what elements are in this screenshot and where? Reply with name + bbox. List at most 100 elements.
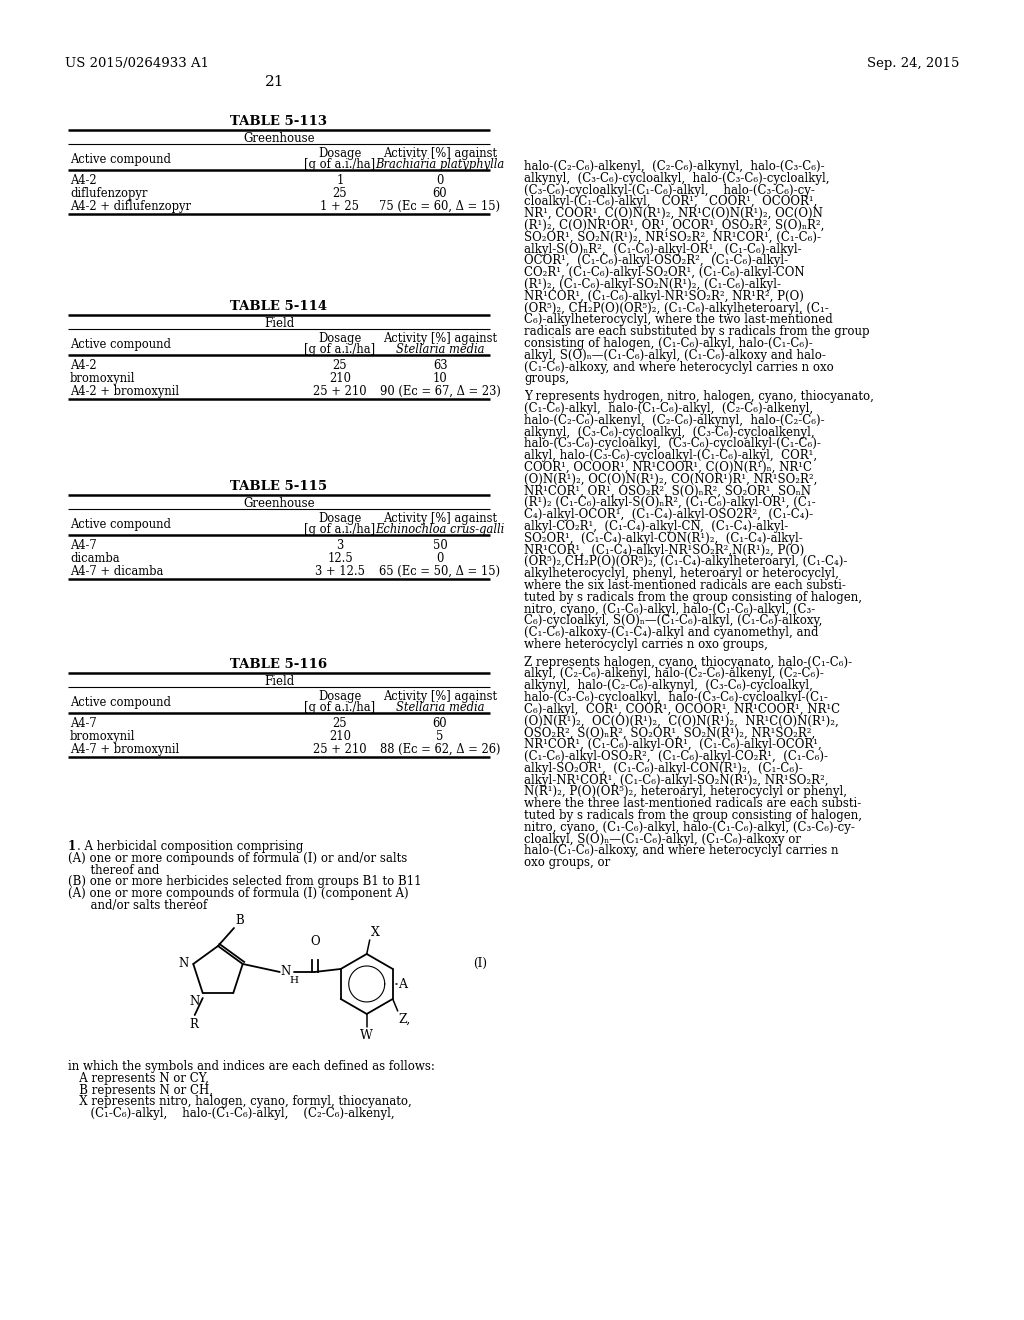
Text: alkyl-NR¹COR¹, (C₁-C₆)-alkyl-SO₂N(R¹)₂, NR¹SO₂R²,: alkyl-NR¹COR¹, (C₁-C₆)-alkyl-SO₂N(R¹)₂, … [524,774,828,787]
Text: Z,: Z, [398,1012,411,1026]
Text: 65 (Eᴄ = 50, Δ = 15): 65 (Eᴄ = 50, Δ = 15) [380,565,501,578]
Text: A4-7: A4-7 [70,539,96,552]
Text: Activity [%] against: Activity [%] against [383,512,497,525]
Text: 75 (Eᴄ = 60, Δ = 15): 75 (Eᴄ = 60, Δ = 15) [380,201,501,213]
Text: alkylheterocyclyl, phenyl, heteroaryl or heterocyclyl,: alkylheterocyclyl, phenyl, heteroaryl or… [524,568,839,579]
Text: TABLE 5-113: TABLE 5-113 [230,115,328,128]
Text: Dosage: Dosage [318,333,361,345]
Text: alkynyl,  halo-(C₂-C₆)-alkynyl,  (C₃-C₆)-cycloalkyl,: alkynyl, halo-(C₂-C₆)-alkynyl, (C₃-C₆)-c… [524,680,813,692]
Text: nitro, cyano, (C₁-C₆)-alkyl, halo-(C₁-C₆)-alkyl, (C₃-C₆)-cy-: nitro, cyano, (C₁-C₆)-alkyl, halo-(C₁-C₆… [524,821,855,834]
Text: [g of a.i./ha]: [g of a.i./ha] [304,523,376,536]
Text: bromoxynil: bromoxynil [70,372,135,385]
Text: tuted by s radicals from the group consisting of halogen,: tuted by s radicals from the group consi… [524,591,862,603]
Text: 25 + 210: 25 + 210 [313,743,367,756]
Text: halo-(C₁-C₆)-alkoxy, and where heterocyclyl carries n: halo-(C₁-C₆)-alkoxy, and where heterocyc… [524,845,839,858]
Text: 12.5: 12.5 [327,552,353,565]
Text: CO₂R¹, (C₁-C₆)-alkyl-SO₂OR¹, (C₁-C₆)-alkyl-CON: CO₂R¹, (C₁-C₆)-alkyl-SO₂OR¹, (C₁-C₆)-alk… [524,267,805,280]
Text: 5: 5 [436,730,443,743]
Text: C₄)-alkyl-OCOR¹,  (C₁-C₄)-alkyl-OSO2R²,  (C₁-C₄)-: C₄)-alkyl-OCOR¹, (C₁-C₄)-alkyl-OSO2R², (… [524,508,813,521]
Text: 25: 25 [333,187,347,201]
Text: O: O [310,935,319,948]
Text: 10: 10 [432,372,447,385]
Text: Field: Field [264,675,294,688]
Text: (O)N(R¹)₂,  OC(O)(R¹)₂,  C(O)N(R¹)₂,  NR¹C(O)N(R¹)₂,: (O)N(R¹)₂, OC(O)(R¹)₂, C(O)N(R¹)₂, NR¹C(… [524,714,839,727]
Text: Active compound: Active compound [70,517,171,531]
Text: consisting of halogen, (C₁-C₆)-alkyl, halo-(C₁-C₆)-: consisting of halogen, (C₁-C₆)-alkyl, ha… [524,337,813,350]
Text: Dosage: Dosage [318,147,361,160]
Text: alkyl, (C₂-C₆)-alkenyl, halo-(C₂-C₆)-alkenyl, (C₂-C₆)-: alkyl, (C₂-C₆)-alkenyl, halo-(C₂-C₆)-alk… [524,668,824,680]
Text: (C₁-C₆)-alkoxy-(C₁-C₄)-alkyl and cyanomethyl, and: (C₁-C₆)-alkoxy-(C₁-C₄)-alkyl and cyanome… [524,626,818,639]
Text: TABLE 5-114: TABLE 5-114 [230,300,328,313]
Text: [g of a.i./ha]: [g of a.i./ha] [304,158,376,172]
Text: Greenhouse: Greenhouse [243,498,314,510]
Text: (B) one or more herbicides selected from groups B1 to B11: (B) one or more herbicides selected from… [68,875,422,888]
Text: (I): (I) [473,957,487,969]
Text: A4-2 + bromoxynil: A4-2 + bromoxynil [70,385,179,399]
Text: A represents N or CY,: A represents N or CY, [68,1072,209,1085]
Text: (A) one or more compounds of formula (I) (component A): (A) one or more compounds of formula (I)… [68,887,409,900]
Text: 63: 63 [433,359,447,372]
Text: (C₃-C₆)-cycloalkyl-(C₁-C₆)-alkyl,    halo-(C₃-C₆)-cy-: (C₃-C₆)-cycloalkyl-(C₁-C₆)-alkyl, halo-(… [524,183,815,197]
Text: cloalkyl, S(O)ₙ—(C₁-C₆)-alkyl, (C₁-C₆)-alkoxy or: cloalkyl, S(O)ₙ—(C₁-C₆)-alkyl, (C₁-C₆)-a… [524,833,801,846]
Text: C₆)-cycloalkyl, S(O)ₙ—(C₁-C₆)-alkyl, (C₁-C₆)-alkoxy,: C₆)-cycloalkyl, S(O)ₙ—(C₁-C₆)-alkyl, (C₁… [524,614,822,627]
Text: . A herbicidal composition comprising: . A herbicidal composition comprising [77,840,303,853]
Text: (C₁-C₆)-alkyl-OSO₂R²,  (C₁-C₆)-alkyl-CO₂R¹,  (C₁-C₆)-: (C₁-C₆)-alkyl-OSO₂R², (C₁-C₆)-alkyl-CO₂R… [524,750,828,763]
Text: (A) one or more compounds of formula (I) or and/or salts: (A) one or more compounds of formula (I)… [68,851,408,865]
Text: 60: 60 [433,187,447,201]
Text: NR¹COR¹, (C₁-C₆)-alkyl-OR¹,  (C₁-C₆)-alkyl-OCOR¹,: NR¹COR¹, (C₁-C₆)-alkyl-OR¹, (C₁-C₆)-alky… [524,738,821,751]
Text: halo-(C₂-C₆)-alkenyl,  (C₂-C₆)-alkynyl,  halo-(C₃-C₆)-: halo-(C₂-C₆)-alkenyl, (C₂-C₆)-alkynyl, h… [524,160,824,173]
Text: Stellaria media: Stellaria media [395,343,484,356]
Text: radicals are each substituted by s radicals from the group: radicals are each substituted by s radic… [524,325,869,338]
Text: H: H [290,975,299,985]
Text: COOR¹, OCOOR¹, NR¹COOR¹, C(O)N(R¹)ₙ, NR¹C: COOR¹, OCOOR¹, NR¹COOR¹, C(O)N(R¹)ₙ, NR¹… [524,461,812,474]
Text: (O)N(R¹)₂, OC(O)N(R¹)₂, CO(NOR¹)R¹, NR¹SO₂R²,: (O)N(R¹)₂, OC(O)N(R¹)₂, CO(NOR¹)R¹, NR¹S… [524,473,817,486]
Text: Brachiaria platyphylla: Brachiaria platyphylla [376,158,505,172]
Text: dicamba: dicamba [70,552,120,565]
Text: 50: 50 [432,539,447,552]
Text: 25: 25 [333,359,347,372]
Text: Y represents hydrogen, nitro, halogen, cyano, thiocyanato,: Y represents hydrogen, nitro, halogen, c… [524,391,873,403]
Text: in which the symbols and indices are each defined as follows:: in which the symbols and indices are eac… [68,1060,435,1073]
Text: Dosage: Dosage [318,690,361,704]
Text: Field: Field [264,317,294,330]
Text: C₆)-alkyl,  COR¹, COOR¹, OCOOR¹, NR¹COOR¹, NR¹C: C₆)-alkyl, COR¹, COOR¹, OCOOR¹, NR¹COOR¹… [524,702,840,715]
Text: 90 (Eᴄ = 67, Δ = 23): 90 (Eᴄ = 67, Δ = 23) [380,385,501,399]
Text: 25 + 210: 25 + 210 [313,385,367,399]
Text: 0: 0 [436,174,443,187]
Text: NR¹, COOR¹, C(O)N(R¹)₂, NR¹C(O)N(R¹)₂, OC(O)N: NR¹, COOR¹, C(O)N(R¹)₂, NR¹C(O)N(R¹)₂, O… [524,207,823,220]
Text: OSO₂R², S(O)ₙR², SO₂OR¹, SO₂N(R¹)₂, NR¹SO₂R²,: OSO₂R², S(O)ₙR², SO₂OR¹, SO₂N(R¹)₂, NR¹S… [524,726,815,739]
Text: 1 + 25: 1 + 25 [321,201,359,213]
Text: alkyl-S(O)ₙR²,  (C₁-C₆)-alkyl-OR¹,  (C₁-C₆)-alkyl-: alkyl-S(O)ₙR², (C₁-C₆)-alkyl-OR¹, (C₁-C₆… [524,243,802,256]
Text: (C₁-C₆)-alkyl,  halo-(C₁-C₆)-alkyl,  (C₂-C₆)-alkenyl,: (C₁-C₆)-alkyl, halo-(C₁-C₆)-alkyl, (C₂-C… [524,401,813,414]
Text: A4-7 + bromoxynil: A4-7 + bromoxynil [70,743,179,756]
Text: 210: 210 [329,372,351,385]
Text: cloalkyl-(C₁-C₆)-alkyl,   COR¹,   COOR¹,  OCOOR¹,: cloalkyl-(C₁-C₆)-alkyl, COR¹, COOR¹, OCO… [524,195,817,209]
Text: 1: 1 [336,174,344,187]
Text: nitro, cyano, (C₁-C₆)-alkyl, halo-(C₁-C₆)-alkyl, (C₃-: nitro, cyano, (C₁-C₆)-alkyl, halo-(C₁-C₆… [524,602,815,615]
Text: X: X [371,925,380,939]
Text: (R¹)₂, (C₁-C₆)-alkyl-SO₂N(R¹)₂, (C₁-C₆)-alkyl-: (R¹)₂, (C₁-C₆)-alkyl-SO₂N(R¹)₂, (C₁-C₆)-… [524,279,781,290]
Text: thereof and: thereof and [68,863,160,876]
Text: N: N [178,957,188,970]
Text: B: B [234,913,244,927]
Text: 25: 25 [333,717,347,730]
Text: halo-(C₃-C₆)-cycloalkyl,  halo-(C₃-C₆)-cycloalkyl-(C₁-: halo-(C₃-C₆)-cycloalkyl, halo-(C₃-C₆)-cy… [524,690,827,704]
Text: alkyl-CO₂R¹,  (C₁-C₄)-alkyl-CN,  (C₁-C₄)-alkyl-: alkyl-CO₂R¹, (C₁-C₄)-alkyl-CN, (C₁-C₄)-a… [524,520,788,533]
Text: Activity [%] against: Activity [%] against [383,147,497,160]
Text: W: W [360,1030,373,1041]
Text: Dosage: Dosage [318,512,361,525]
Text: tuted by s radicals from the group consisting of halogen,: tuted by s radicals from the group consi… [524,809,862,822]
Text: 88 (Eᴄ = 62, Δ = 26): 88 (Eᴄ = 62, Δ = 26) [380,743,501,756]
Text: A4-2 + diflufenzopyr: A4-2 + diflufenzopyr [70,201,191,213]
Text: 60: 60 [433,717,447,730]
Text: N: N [189,995,200,1008]
Text: N: N [281,965,291,978]
Text: TABLE 5-115: TABLE 5-115 [230,480,328,492]
Text: (R¹)₂, C(O)NR¹OR¹, OR¹, OCOR¹, OSO₂R², S(O)ₙR²,: (R¹)₂, C(O)NR¹OR¹, OR¹, OCOR¹, OSO₂R², S… [524,219,824,232]
Text: oxo groups, or: oxo groups, or [524,857,610,869]
Text: alkynyl,  (C₃-C₆)-cycloalkyl,  (C₃-C₆)-cycloalkenyl,: alkynyl, (C₃-C₆)-cycloalkyl, (C₃-C₆)-cyc… [524,425,815,438]
Text: groups,: groups, [524,372,569,385]
Text: 3 + 12.5: 3 + 12.5 [315,565,365,578]
Text: 21: 21 [265,75,285,88]
Text: B represents N or CH,: B represents N or CH, [68,1084,213,1097]
